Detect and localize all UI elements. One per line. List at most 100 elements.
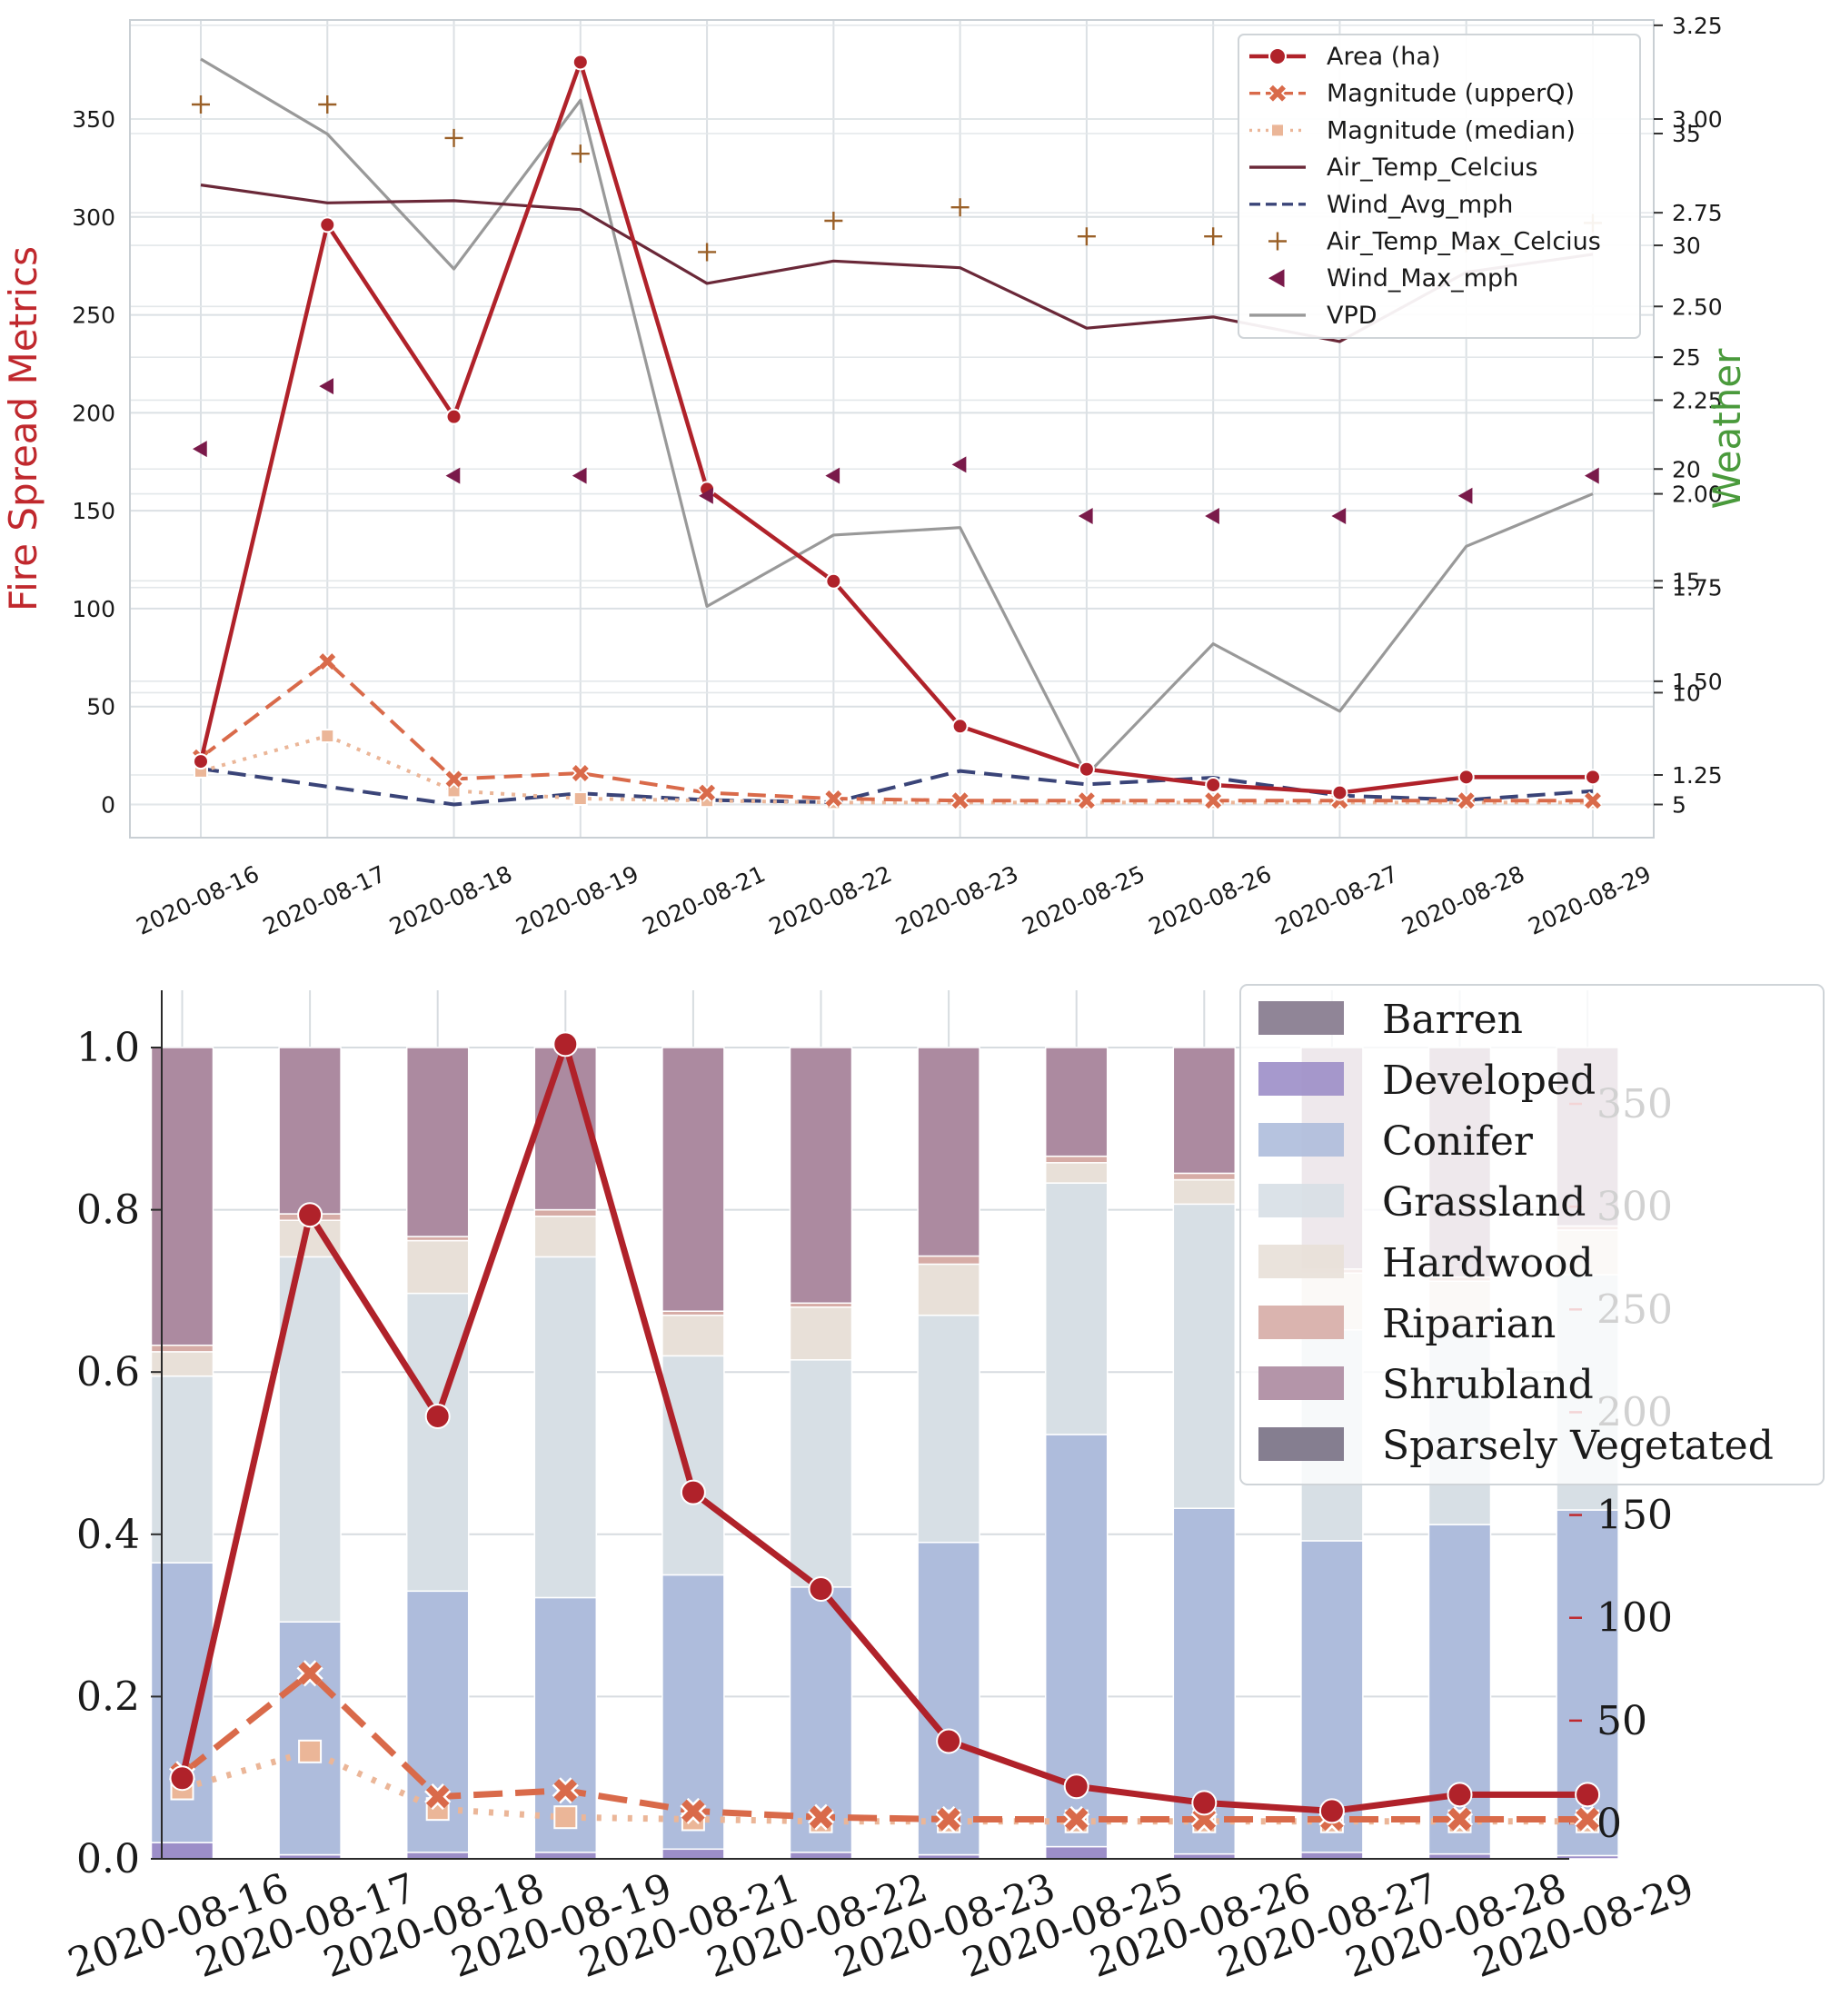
- top-point-area-ha: [1331, 784, 1348, 801]
- top-point-air-temp-max-celcius: [192, 94, 210, 114]
- top-legend-marker-air-temp-max-celcius: [1268, 232, 1287, 251]
- bar-segment-riparian: [150, 1344, 214, 1353]
- top-point-area-ha: [825, 572, 842, 590]
- top-point-wind-max-mph: [572, 467, 587, 484]
- top-right-tick-label-vpd: 2.00: [1672, 482, 1723, 508]
- bar-segment-developed: [789, 1852, 853, 1860]
- bottom-series-line-magnitude-median: [181, 1748, 1588, 1825]
- top-y-tick-label: 350: [72, 106, 115, 133]
- bottom-point-area-ha: [1063, 1773, 1089, 1800]
- top-y-tick-label: 50: [86, 694, 115, 720]
- top-legend-label-wind-avg-mph: Wind_Avg_mph: [1327, 191, 1513, 219]
- bottom-point-area-ha: [1447, 1782, 1473, 1808]
- bar-segment-shrubland: [278, 1047, 342, 1215]
- top-plot-frame: [129, 19, 1655, 839]
- top-y-tick-label: 200: [72, 400, 115, 426]
- bar-segment-grassland: [1172, 1203, 1237, 1509]
- bottom-y-tick-label: 0.4: [76, 1512, 140, 1558]
- top-x-tick-label: 2020-08-29: [1525, 860, 1656, 940]
- top-right-tick-label-temp: 30: [1672, 233, 1701, 259]
- bottom-legend-swatch-hardwood: [1258, 1245, 1344, 1278]
- bottom-series-line-magnitude-upperq: [180, 1670, 1588, 1822]
- top-point-magnitude-upperq: [950, 790, 970, 810]
- top-legend-label-area-ha: Area (ha): [1327, 43, 1440, 71]
- bottom-legend-swatch-barren: [1258, 1001, 1344, 1035]
- bar-segment-riparian: [917, 1255, 980, 1266]
- bar-segment-shrubland: [1044, 1047, 1109, 1157]
- top-right-tick-label-temp: 20: [1672, 456, 1701, 482]
- bar-segment-riparian: [533, 1208, 598, 1217]
- top-x-tick-label: 2020-08-27: [1271, 860, 1402, 940]
- bar-segment-developed: [533, 1852, 598, 1860]
- top-series: [191, 54, 1603, 810]
- top-point-air-temp-max-celcius: [698, 243, 717, 262]
- bottom-point-area-ha: [1191, 1790, 1218, 1816]
- bottom-overlay-series: [168, 1031, 1601, 1833]
- top-right-tick-label-temp: 10: [1672, 680, 1701, 706]
- bottom-legend-swatch-developed: [1258, 1062, 1344, 1096]
- top-axes: [129, 19, 1663, 839]
- bar-segment-shrubland: [917, 1047, 980, 1257]
- top-y-tick-label: 250: [72, 303, 115, 329]
- top-right-tick-label-vpd: 2.75: [1672, 200, 1723, 226]
- bottom-legend-label-shrubland: Shrubland: [1382, 1362, 1594, 1408]
- bottom-point-area-ha: [808, 1576, 834, 1603]
- top-point-magnitude-upperq: [824, 789, 843, 809]
- top-x-tick-label: 2020-08-16: [133, 860, 264, 940]
- bar-segment-grassland: [917, 1314, 980, 1544]
- bottom-point-magnitude-upperq: [1446, 1805, 1474, 1833]
- bottom-legend-swatch-conifer: [1258, 1123, 1344, 1157]
- top-point-magnitude-upperq: [444, 770, 463, 789]
- bottom-y-tick-label: 0.8: [76, 1187, 140, 1234]
- top-y-tick-label: 100: [72, 596, 115, 622]
- top-right-tick-label-vpd: 2.25: [1672, 387, 1723, 413]
- bottom-point-magnitude-upperq: [680, 1797, 707, 1825]
- bottom-y-tick-label: 0.0: [76, 1836, 140, 1882]
- bar-segment-developed: [150, 1842, 214, 1860]
- top-right-tick-label-temp: 5: [1672, 792, 1686, 819]
- top-chart: 0 50 100 150 200 250 300 350 5 10 15 20 25 30 35 1.25 1.…: [1, 13, 1749, 940]
- bar-segment-developed: [405, 1852, 470, 1860]
- bar-segment-conifer: [278, 1621, 342, 1856]
- top-legend: Area (ha) Magnitude (upperQ) Magnitude (me…: [1238, 34, 1641, 339]
- top-right-tick-label-vpd: 1.25: [1672, 762, 1723, 789]
- top-legend-marker-wind-max-mph: [1268, 269, 1285, 288]
- top-point-air-temp-max-celcius: [318, 94, 337, 114]
- bottom-point-area-ha: [680, 1479, 706, 1505]
- bar-segment-hardwood: [1172, 1178, 1237, 1206]
- top-legend-label-air-temp-max-celcius: Air_Temp_Max_Celcius: [1327, 228, 1601, 256]
- top-legend-marker-magnitude-upperq: [1268, 84, 1288, 103]
- top-point-magnitude-median: [320, 729, 335, 744]
- top-point-magnitude-upperq: [318, 651, 337, 671]
- bottom-right-tick-label: 150: [1596, 1493, 1673, 1539]
- bottom-legend-box: [1239, 984, 1825, 1485]
- top-point-wind-max-mph: [1457, 487, 1473, 504]
- bar-segment-conifer: [917, 1541, 980, 1856]
- bar-segment-hardwood: [405, 1239, 470, 1295]
- bar-segment-grassland: [661, 1355, 725, 1576]
- bar-segment-hardwood: [1044, 1162, 1109, 1184]
- top-series-line-wind-avg-mph: [200, 767, 1594, 807]
- top-right-tick-label-vpd: 3.00: [1672, 106, 1723, 133]
- top-series-line-magnitude-median: [200, 734, 1593, 805]
- bottom-point-area-ha: [1318, 1798, 1345, 1824]
- bottom-right-tick-label: 100: [1596, 1595, 1673, 1642]
- top-right-tick-label-temp: 15: [1672, 568, 1701, 594]
- bottom-legend-label-sparsely-vegetated: Sparsely Vegetated: [1382, 1423, 1774, 1469]
- bottom-legend-label-conifer: Conifer: [1382, 1118, 1534, 1165]
- bottom-legend-swatch-grassland: [1258, 1184, 1344, 1217]
- top-series-line-area-ha: [198, 60, 1593, 795]
- top-point-magnitude-median: [572, 791, 588, 807]
- top-point-wind-max-mph: [1331, 507, 1347, 524]
- top-point-magnitude-upperq: [1457, 790, 1476, 810]
- top-x-tick-label: 2020-08-28: [1397, 860, 1528, 940]
- bottom-chart: 0.00.20.40.60.81.00501001502002503003502…: [62, 984, 1825, 1987]
- top-x-tick-label: 2020-08-17: [259, 860, 390, 940]
- bottom-legend: Barren Developed Conifer Grassland Hardwood R…: [1239, 984, 1825, 1485]
- bottom-y-tick-label: 0.2: [76, 1673, 140, 1720]
- top-x-tick-label: 2020-08-23: [891, 860, 1022, 940]
- top-point-magnitude-upperq: [1077, 790, 1097, 810]
- bar-segment-developed: [1300, 1852, 1364, 1860]
- top-series-line-magnitude-upperq: [199, 660, 1593, 803]
- bottom-legend-label-developed: Developed: [1382, 1058, 1596, 1104]
